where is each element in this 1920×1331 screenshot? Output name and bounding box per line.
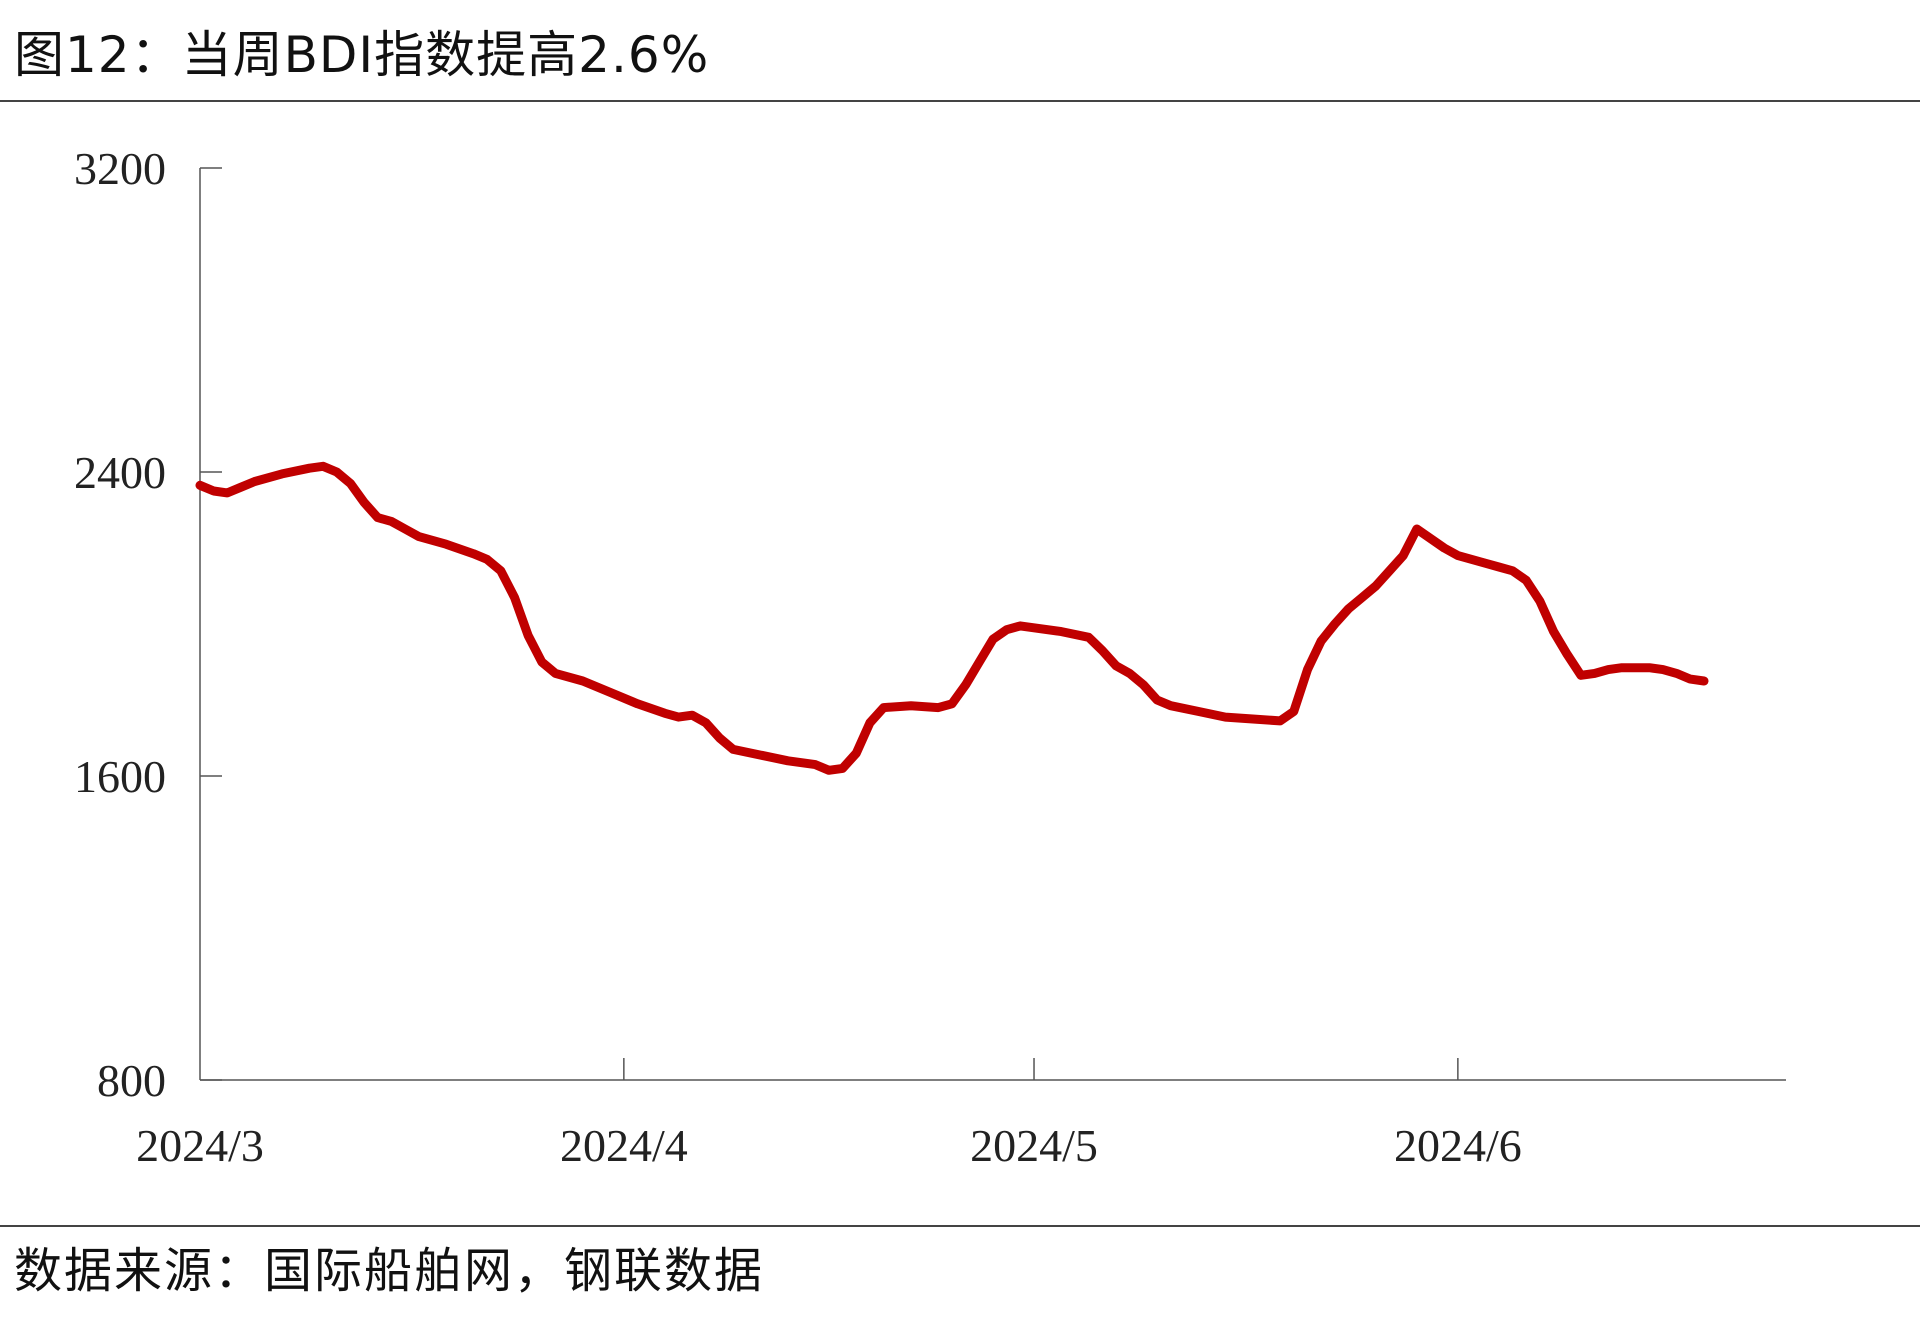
source-note: 数据来源：国际船舶网，钢联数据 [14,1243,765,1299]
chart-series [195,461,1709,775]
x-tick-label: 2024/4 [560,1120,688,1171]
chart-title: 图12：当周BDI指数提高2.6% [14,26,710,84]
x-tick-label: 2024/5 [970,1120,1098,1171]
y-tick-label: 2400 [74,447,166,498]
source-divider [0,1225,1920,1227]
title-divider [0,100,1920,102]
chart-tick-labels: 800 1600 2400 3200 2024/3 2024/4 2024/5 2024/6 [74,143,1522,1171]
y-tick-label: 1600 [74,751,166,802]
x-tick-label: 2024/6 [1394,1120,1522,1171]
y-tick-label: 800 [97,1055,166,1106]
y-tick-label: 3200 [74,143,166,194]
x-tick-label: 2024/3 [136,1120,264,1171]
bdi-series-line [195,461,1709,775]
chart-axes [199,167,1786,1081]
